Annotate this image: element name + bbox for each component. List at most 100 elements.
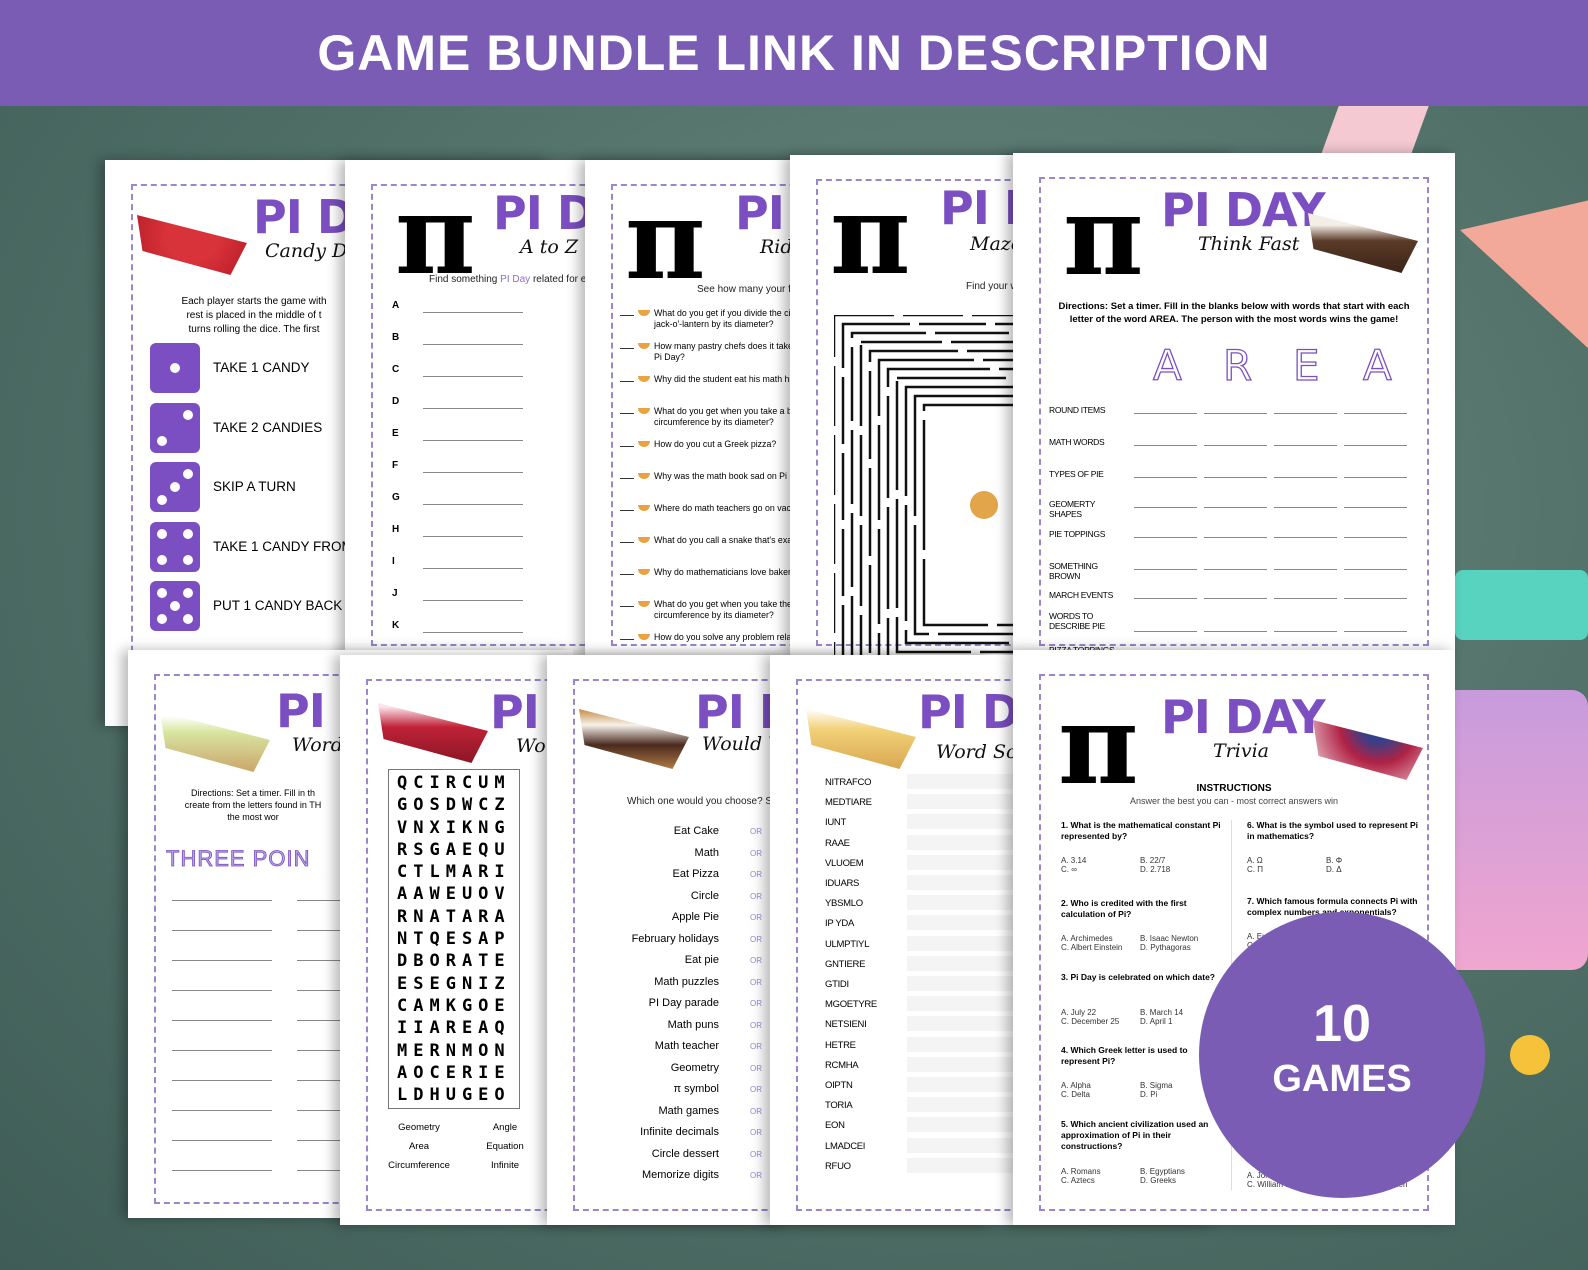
riddle-item: What do you get when you take the s circu…: [620, 599, 799, 621]
scrambled-word: EON: [825, 1120, 845, 1132]
pie-slice-icon: [638, 376, 650, 382]
option-label: Circle: [690, 889, 719, 902]
option-label: Eat pie: [684, 954, 719, 966]
scrambled-word: ULMPTIYL: [825, 938, 870, 950]
or-label: OR: [750, 1020, 762, 1030]
option-label: Geometry: [670, 1061, 719, 1074]
question: 6. What is the symbol used to represent …: [1247, 820, 1418, 841]
answer-line: [423, 440, 523, 441]
pi-symbol: π: [1058, 680, 1139, 809]
answer-line: [1274, 413, 1337, 414]
word-bank-item: Area: [408, 1141, 430, 1152]
or-label: OR: [750, 999, 762, 1008]
option-label: PI Day parade: [648, 997, 719, 1009]
games-count-badge: 10 GAMES: [1199, 912, 1485, 1198]
page-title: PI: [735, 186, 785, 240]
scrambled-word: RAAE: [825, 837, 850, 849]
answer-option: B. Egyptians: [1140, 1167, 1185, 1176]
pie-slice-icon: [638, 473, 650, 479]
scrambled-word: RCMHA: [825, 1059, 859, 1071]
dice-rule: SKIP A TURN: [213, 479, 296, 494]
answer-line: [1134, 413, 1197, 414]
letter-label: F: [392, 460, 399, 471]
word-search-grid: QCIRCUM GOSDWCZ VNXIKNG RSGAEQU CTLMARI AAWEU…: [388, 769, 520, 1110]
answer-line: [1274, 569, 1337, 570]
answer-line: [423, 312, 523, 313]
question: 1. What is the mathematical constant Pi …: [1061, 820, 1221, 841]
calculator-icon: [1440, 690, 1588, 970]
answer-option: C. Albert Einstein: [1061, 943, 1123, 952]
answer-line: [1274, 507, 1337, 508]
answer-option: A. Ω: [1247, 856, 1263, 865]
answer-line: [1344, 477, 1407, 478]
scrambled-word: LMADCEI: [825, 1140, 866, 1152]
answer-line: [172, 1110, 272, 1111]
pi-symbol: π: [625, 175, 706, 304]
option-label: Math teacher: [654, 1040, 719, 1052]
option-label: Eat Pizza: [672, 868, 719, 880]
answer-line: [172, 1140, 272, 1141]
answer-option: D. April 1: [1140, 1017, 1173, 1026]
or-label: OR: [750, 1149, 762, 1159]
pie-slice-icon: [638, 537, 650, 543]
or-label: OR: [750, 1128, 762, 1137]
option-label: Math games: [658, 1104, 719, 1117]
grid-row: RNATARA: [397, 906, 511, 927]
answer-line: [1274, 477, 1337, 478]
word-bank-item: Equation: [486, 1141, 524, 1152]
option-label: Math: [694, 846, 719, 859]
option-label: π symbol: [673, 1083, 720, 1095]
riddle-item: Why do mathematicians love bakeri: [620, 567, 793, 578]
letter-label: B: [392, 332, 400, 343]
directions-line: the most wor: [227, 812, 279, 822]
answer-line: [1274, 537, 1337, 538]
or-label: OR: [750, 870, 762, 879]
riddle-item: How do you cut a Greek pizza?: [620, 439, 776, 450]
answer-option: D. 2.718: [1140, 865, 1171, 874]
grid-row: MERNMON: [397, 1040, 511, 1061]
riddle-item: Why did the student eat his math ho: [620, 374, 794, 385]
answer-line: [1134, 537, 1197, 538]
or-label: OR: [750, 848, 762, 858]
question: 2. Who is credited with the first calcul…: [1061, 898, 1187, 919]
answer-line: [1344, 569, 1407, 570]
page-title: PI: [490, 685, 540, 739]
question: 5. Which ancient civilization used an ap…: [1061, 1119, 1209, 1151]
scrambled-word: NITRAFCO: [825, 777, 872, 788]
answer-option: D. Greeks: [1140, 1176, 1177, 1185]
banner-text: GAME BUNDLE LINK IN DESCRIPTION: [317, 25, 1271, 81]
answer-line: [423, 568, 523, 569]
grid-row: ESEGNIZ: [397, 973, 511, 994]
page-subtitle: Word Scra: [936, 741, 1038, 763]
grid-row: CTLMARI: [397, 862, 511, 883]
option-label: Circle dessert: [651, 1147, 719, 1160]
letter-label: C: [392, 364, 400, 375]
answer-option: B. March 14: [1140, 1008, 1184, 1017]
answer-line: [172, 1170, 272, 1171]
letters-word: THREE POIN: [166, 846, 311, 872]
or-label: OR: [750, 1042, 762, 1051]
category-label: TYPES OF PIE: [1049, 469, 1104, 479]
answer-line: [423, 376, 523, 377]
answer-line: [1274, 445, 1337, 446]
answer-line: [1344, 445, 1407, 446]
scrambled-word: NETSIENI: [825, 1019, 867, 1031]
riddle-item: Why was the math book sad on Pi Da: [620, 471, 801, 482]
scrambled-word: GTIDI: [825, 979, 849, 990]
answer-option: A. July 22: [1061, 1008, 1097, 1017]
area-letter: E: [1292, 340, 1320, 390]
answer-option: C. Aztecs: [1061, 1176, 1095, 1185]
scrambled-word: TORIA: [825, 1100, 853, 1112]
option-label: Memorize digits: [641, 1169, 719, 1181]
grid-row: RSGAEQU: [397, 839, 511, 860]
answer-option: A. Eul: [1247, 932, 1269, 941]
letter-label: K: [392, 620, 400, 631]
pie-slice-icon: [638, 441, 650, 447]
answer-option: A. Alpha: [1061, 1081, 1091, 1090]
word-bank-item: Angle: [492, 1122, 518, 1133]
scrambled-word: GNTIERE: [825, 958, 866, 970]
answer-option: B. Sigma: [1140, 1081, 1173, 1090]
answer-line: [423, 472, 523, 473]
answer-option: D. Δ: [1326, 865, 1342, 874]
riddle-item: How do you solve any problem relate: [620, 632, 799, 643]
